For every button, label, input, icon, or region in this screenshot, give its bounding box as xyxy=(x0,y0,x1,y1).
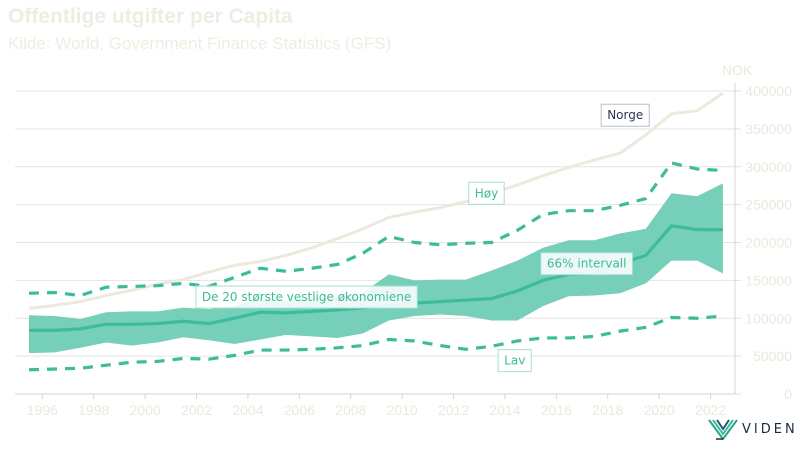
x-tick-label: 2022 xyxy=(695,402,726,418)
chart-title: Offentlige utgifter per Capita xyxy=(8,5,293,28)
annotation-box xyxy=(600,103,650,127)
y-tick-label: 50000 xyxy=(753,348,792,364)
annotation-label: Lav xyxy=(497,349,532,373)
axes: 0 50000 100000 150000 200000 250000 300000 3500… xyxy=(15,62,792,418)
interval-band-layer xyxy=(29,183,723,354)
annotation-label: 66% intervall xyxy=(540,252,633,276)
annotation-text: Lav xyxy=(504,354,525,368)
x-tick-label: 2002 xyxy=(181,402,212,418)
series-line-hoy xyxy=(28,161,723,298)
annotation-text: Norge xyxy=(607,108,643,122)
annotation-text: Høy xyxy=(475,186,498,200)
x-tick-label: 2014 xyxy=(489,402,520,418)
x-tick-label: 1998 xyxy=(78,402,109,418)
x-tick-label: 2020 xyxy=(644,402,675,418)
x-tick-label: 2018 xyxy=(592,402,623,418)
series-line-lav xyxy=(28,314,724,372)
annotation-label: De 20 største vestlige økonomiene xyxy=(195,285,418,309)
viden-logo-icon xyxy=(708,419,738,440)
annotation-box xyxy=(468,181,505,205)
annotations: Norge Høy 66% intervall De 20 største vestl… xyxy=(195,103,650,373)
annotation-label: Høy xyxy=(468,181,505,205)
annotation-box xyxy=(497,349,532,373)
annotation-text: De 20 største vestlige økonomiene xyxy=(202,290,411,304)
x-tick-label: 2000 xyxy=(130,402,161,418)
x-tick-label: 2008 xyxy=(335,402,366,418)
viden-logo: VIDEN xyxy=(708,418,798,440)
x-tick-label: 2006 xyxy=(284,402,315,418)
annotation-text: 66% intervall xyxy=(547,257,627,271)
annotation-label: Norge xyxy=(600,103,650,127)
x-tick-label: 1996 xyxy=(27,402,58,418)
annotation-box xyxy=(540,252,633,276)
y-tick-label: 100000 xyxy=(745,310,792,326)
y-tick-label: 350000 xyxy=(745,121,792,137)
y-axis-label: NOK xyxy=(722,62,753,78)
chart-subtitle: Kilde: World, Government Finance Statist… xyxy=(8,34,392,53)
x-tick-label: 2012 xyxy=(438,402,469,418)
y-tick-label: 200000 xyxy=(745,235,792,251)
x-tick-label: 2004 xyxy=(232,402,263,418)
viden-logo-text: VIDEN xyxy=(742,421,798,437)
y-tick-label: 150000 xyxy=(745,272,792,288)
x-tick-label: 2016 xyxy=(541,402,572,418)
y-tick-label: 0 xyxy=(784,386,792,402)
y-tick-label: 400000 xyxy=(745,83,792,99)
y-tick-label: 300000 xyxy=(745,159,792,175)
x-tick-label: 2010 xyxy=(387,402,418,418)
interval-band-66 xyxy=(29,183,723,354)
annotation-box xyxy=(195,285,418,309)
y-tick-label: 250000 xyxy=(745,197,792,213)
